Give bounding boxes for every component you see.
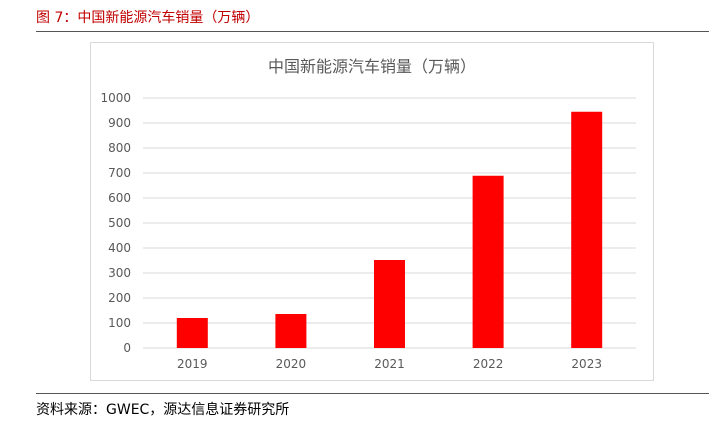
y-tick-label: 1000 bbox=[100, 91, 131, 105]
x-tick-label: 2020 bbox=[276, 357, 307, 371]
x-tick-label: 2023 bbox=[571, 357, 602, 371]
y-tick-label: 700 bbox=[108, 166, 131, 180]
bar-2022 bbox=[472, 175, 504, 348]
x-tick-label: 2019 bbox=[177, 357, 208, 371]
y-tick-label: 600 bbox=[108, 191, 131, 205]
y-tick-label: 500 bbox=[108, 216, 131, 230]
chart-title: 中国新能源汽车销量（万辆） bbox=[268, 57, 476, 76]
x-axis-ticks: 2019 2020 2021 2022 2023 bbox=[177, 357, 602, 371]
bar-2019 bbox=[176, 318, 208, 348]
y-tick-label: 100 bbox=[108, 316, 131, 330]
y-tick-label: 900 bbox=[108, 116, 131, 130]
x-tick-label: 2021 bbox=[374, 357, 405, 371]
y-tick-label: 800 bbox=[108, 141, 131, 155]
bar-2021 bbox=[374, 260, 405, 348]
figure-caption: 图 7：中国新能源汽车销量（万辆） bbox=[36, 10, 260, 26]
y-axis-ticks: 0 100 200 300 400 500 600 700 800 900 1000 bbox=[100, 91, 131, 355]
bar-2023 bbox=[571, 111, 603, 348]
top-rule bbox=[36, 31, 709, 32]
y-tick-label: 200 bbox=[108, 291, 131, 305]
y-tick-label: 0 bbox=[123, 341, 131, 355]
bottom-rule bbox=[36, 393, 709, 394]
bars bbox=[176, 111, 603, 348]
y-tick-label: 300 bbox=[108, 266, 131, 280]
y-tick-label: 400 bbox=[108, 241, 131, 255]
x-tick-label: 2022 bbox=[473, 357, 504, 371]
source-note: 资料来源：GWEC，源达信息证券研究所 bbox=[36, 402, 290, 418]
bar-2020 bbox=[275, 314, 307, 348]
